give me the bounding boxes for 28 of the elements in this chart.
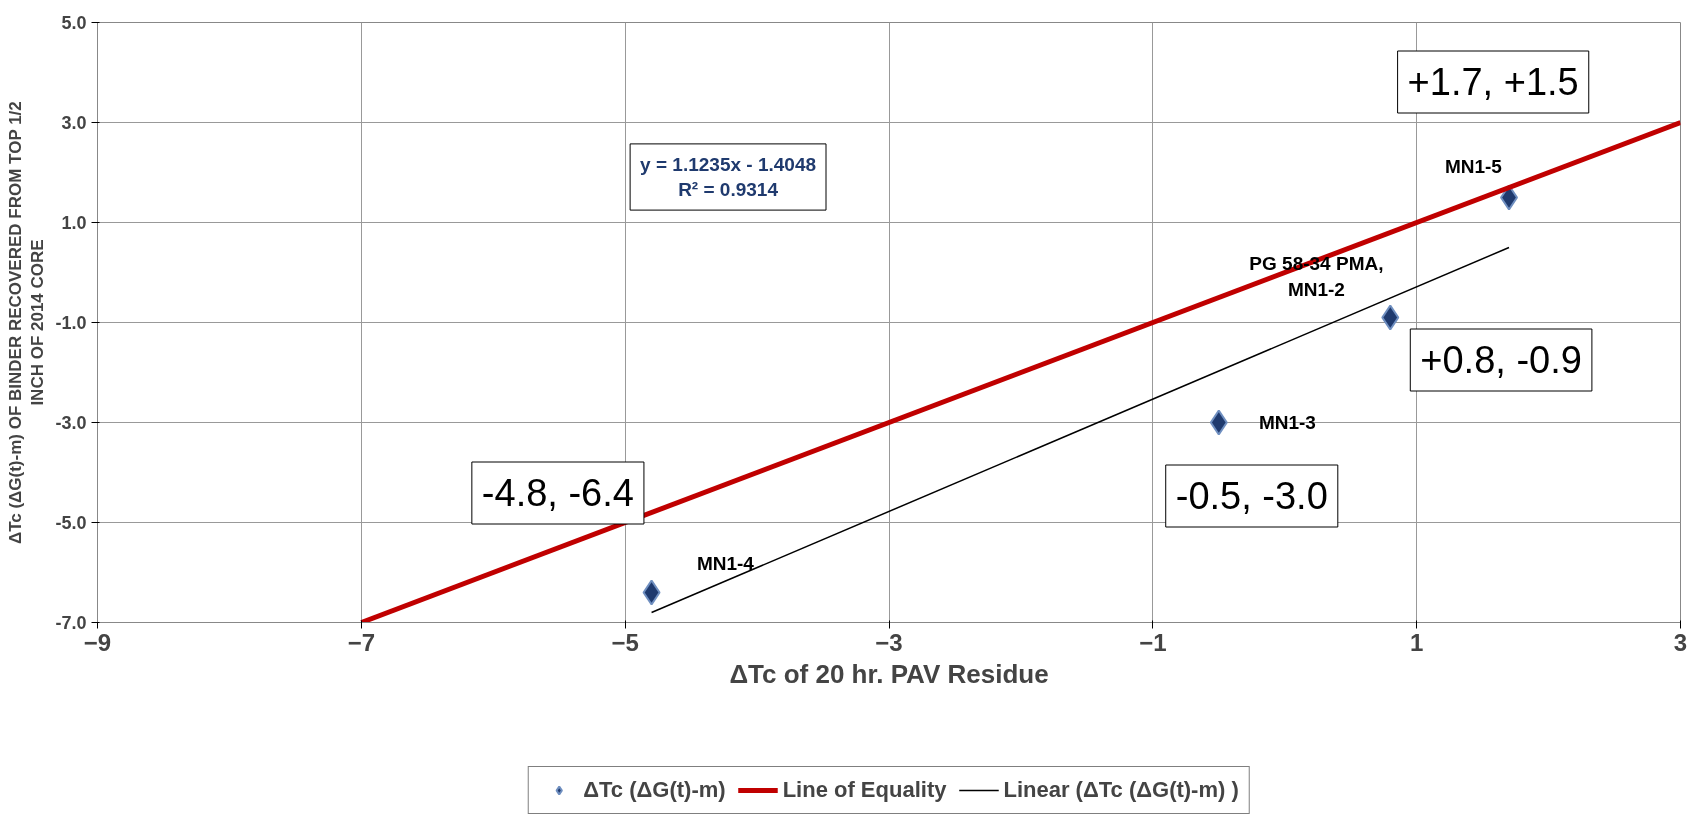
y-tick-label: 5.0 [61, 13, 87, 33]
x-axis-title: ΔTc of 20 hr. PAV Residue [729, 658, 1049, 689]
point [1381, 304, 1400, 331]
annotation: MN1-3 [1258, 412, 1316, 433]
point [642, 579, 661, 606]
y-tick-label: 1.0 [61, 213, 87, 233]
legend-label: ΔTc (ΔG(t)-m) [583, 777, 726, 803]
annotation: -4.8, -6.4 [481, 472, 634, 514]
legend-label: Linear (ΔTc (ΔG(t)-m) ) [1003, 777, 1239, 803]
annotation: +1.7, +1.5 [1407, 61, 1579, 103]
point [1209, 409, 1228, 436]
y-tick-label: -3.0 [55, 413, 87, 433]
y-axis-title: ΔTc (ΔG(t)-m) OF BINDER RECOVERED FROM TOP 1/2 INCH OF 2014 CORE [5, 101, 48, 545]
x-tick-label: 3 [1673, 628, 1688, 656]
x-tick-label: −1 [1139, 628, 1167, 656]
annotation: -0.5, -3.0 [1175, 475, 1328, 517]
annotation: y = 1.1235x - 1.4048 R² = 0.9314 [640, 153, 817, 201]
legend-label: Line of Equality [782, 777, 947, 803]
x-tick-label: −7 [347, 628, 376, 656]
y-tick-label: -5.0 [55, 513, 87, 533]
annotation: +0.8, -0.9 [1420, 339, 1582, 381]
annotation: MN1-4 [696, 552, 755, 574]
y-tick-label: 3.0 [61, 113, 87, 133]
x-tick-label: −5 [611, 628, 639, 656]
annotation: MN1-5 [1444, 156, 1503, 177]
x-tick-label: 1 [1409, 628, 1424, 656]
x-tick-label: −3 [875, 628, 903, 656]
y-tick-label: -1.0 [55, 313, 87, 333]
